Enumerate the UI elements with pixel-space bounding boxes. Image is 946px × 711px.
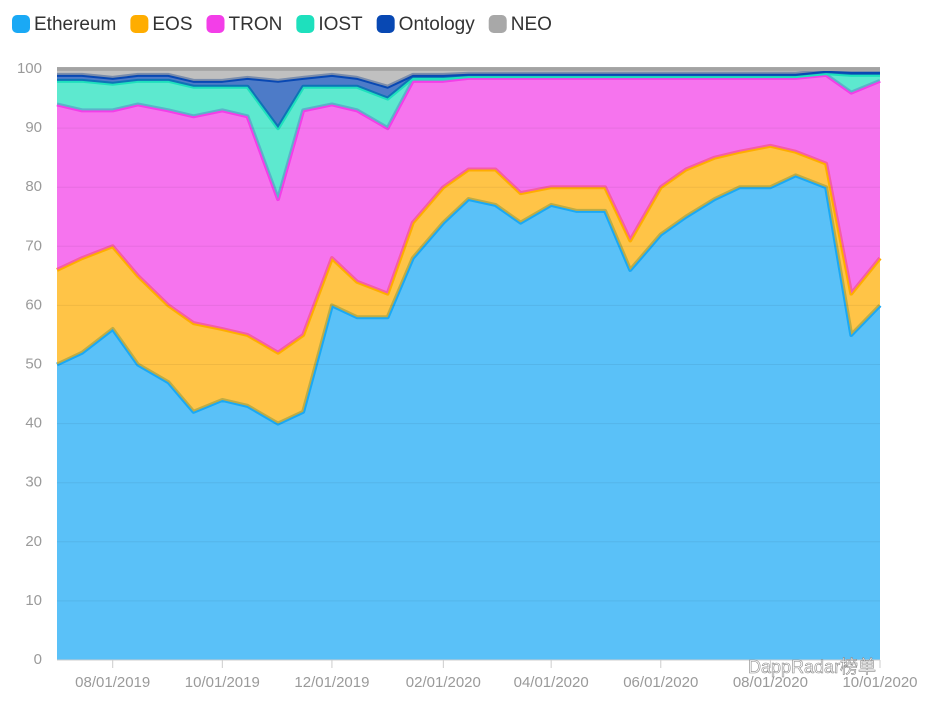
y-tick-label: 50 <box>25 355 42 372</box>
x-tick-label: 08/01/2019 <box>75 674 150 691</box>
x-tick-label: 10/01/2019 <box>185 674 260 691</box>
legend-swatch <box>376 15 395 33</box>
y-tick-label: 70 <box>25 237 42 254</box>
x-tick-label: 08/01/2020 <box>733 674 808 691</box>
legend-swatch <box>296 15 315 33</box>
legend-label: IOST <box>318 14 363 35</box>
plot-area <box>56 67 882 660</box>
legend-swatch <box>12 15 30 33</box>
y-tick-label: 90 <box>25 119 42 136</box>
area <box>57 70 880 129</box>
area <box>57 175 880 660</box>
y-tick-label: 40 <box>25 415 42 432</box>
legend-label: TRON <box>229 14 283 35</box>
x-tick-label: 02/01/2020 <box>406 674 481 691</box>
x-tick-label: 04/01/2020 <box>514 674 589 691</box>
y-tick-label: 20 <box>25 533 42 550</box>
x-tick-label: 06/01/2020 <box>623 674 698 691</box>
area <box>57 145 880 424</box>
y-tick-label: 80 <box>25 178 42 195</box>
legend-swatch <box>488 15 507 33</box>
y-tick-label: 0 <box>34 651 42 668</box>
y-tick-label: 100 <box>17 60 42 77</box>
watermark: DappRadar榜单 <box>748 657 876 677</box>
area <box>57 69 880 87</box>
legend-label: EOS <box>152 14 192 35</box>
legend-label: NEO <box>511 14 552 35</box>
legend-label: Ontology <box>399 14 476 35</box>
y-tick-label: 60 <box>25 296 42 313</box>
x-tick-label: 12/01/2019 <box>294 674 369 691</box>
legend-swatch <box>130 15 149 33</box>
y-tick-label: 30 <box>25 474 42 491</box>
area <box>57 73 880 200</box>
legend-label: Ethereum <box>34 14 116 35</box>
area <box>57 74 880 353</box>
legend-swatch <box>206 15 225 33</box>
x-tick-label: 10/01/2020 <box>842 674 917 691</box>
y-tick-label: 10 <box>25 592 42 609</box>
